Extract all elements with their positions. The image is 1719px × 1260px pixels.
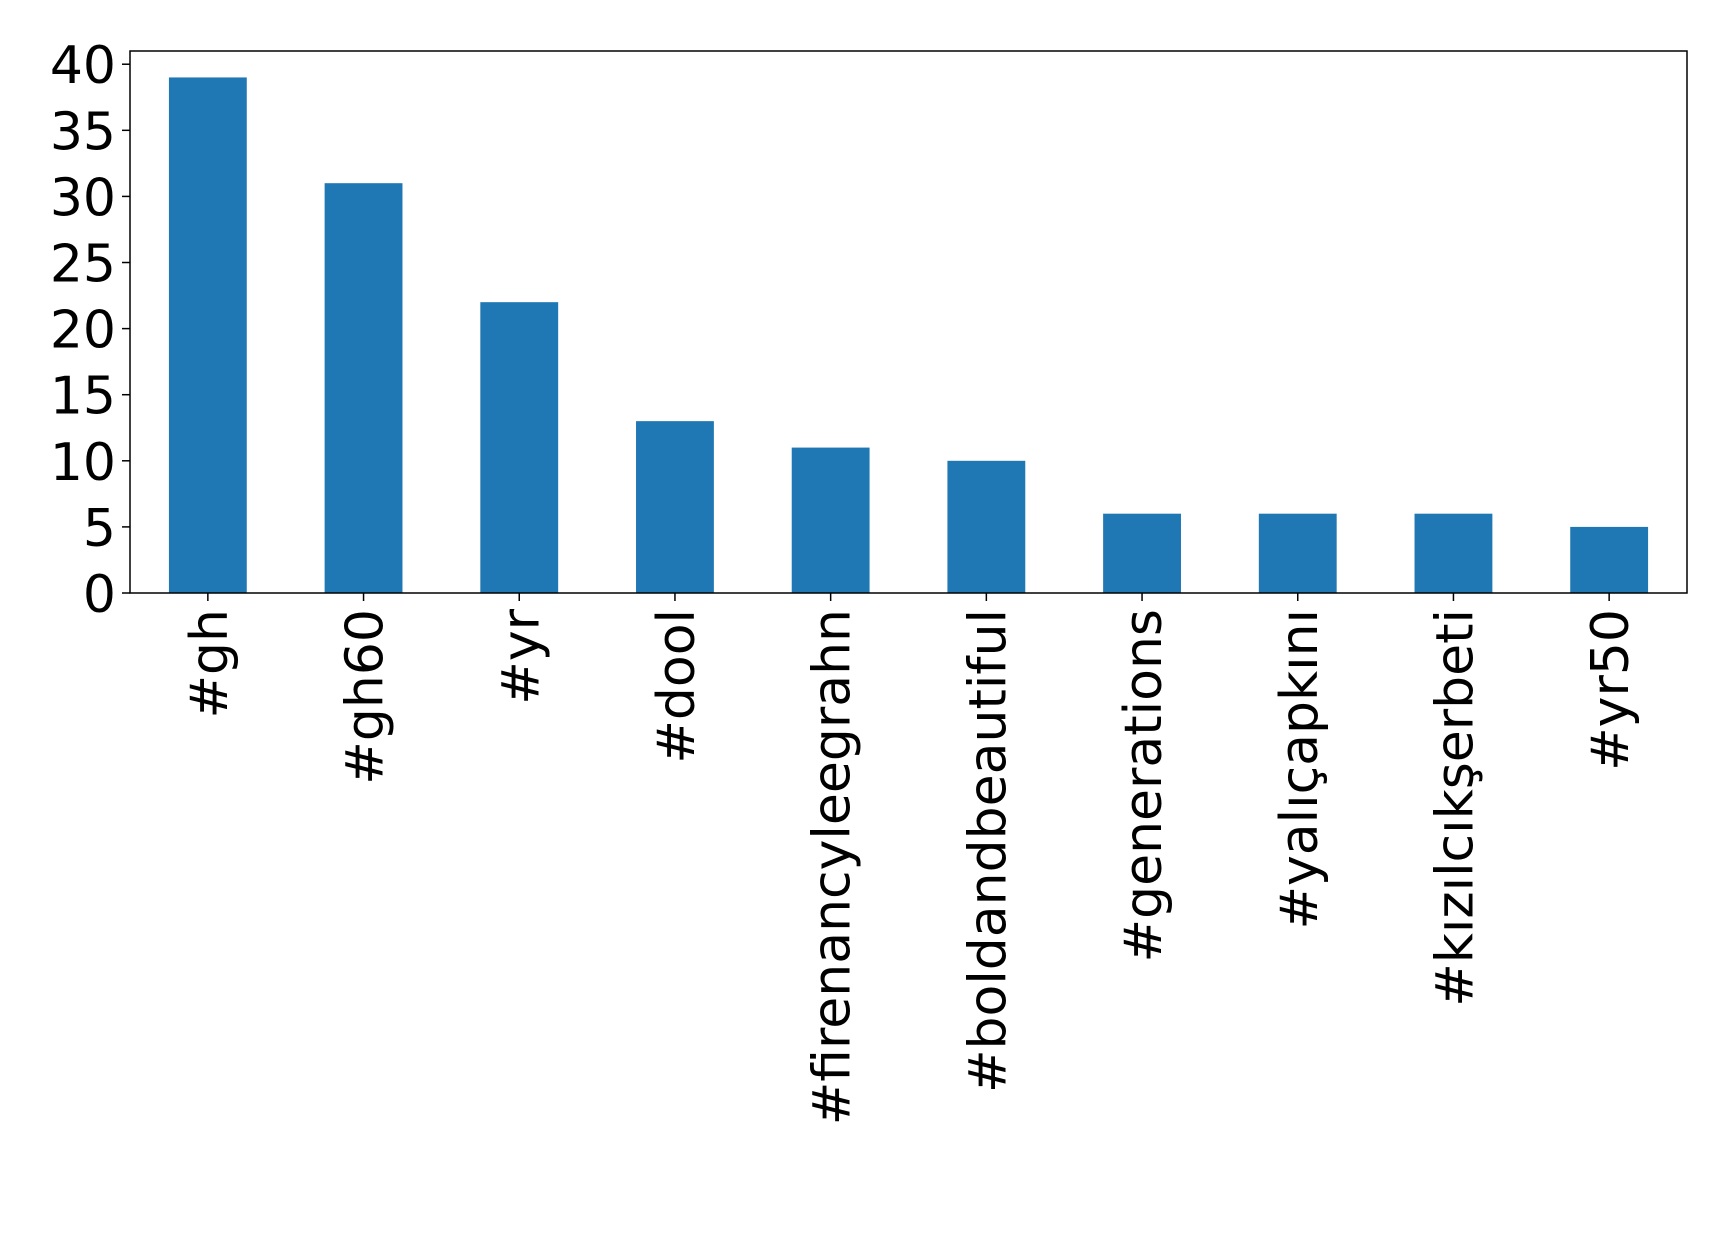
x-tick-label: #gh60 bbox=[336, 609, 396, 785]
bar bbox=[636, 421, 714, 593]
y-tick-label: 5 bbox=[83, 499, 116, 559]
y-tick-label: 35 bbox=[50, 102, 116, 162]
y-tick-label: 30 bbox=[50, 168, 116, 228]
bar bbox=[1258, 513, 1337, 593]
x-tick-label: #yr bbox=[491, 608, 551, 704]
bar bbox=[480, 302, 559, 593]
y-tick-label: 40 bbox=[50, 36, 116, 96]
plot-frame bbox=[129, 50, 1688, 594]
y-tick-label: 0 bbox=[83, 565, 116, 625]
x-tick-label: #kızılcıkşerbeti bbox=[1425, 609, 1485, 1007]
y-tick-label: 20 bbox=[50, 301, 116, 361]
x-tick-label: #dool bbox=[647, 609, 707, 764]
x-tick-label: #firenancyleegrahn bbox=[803, 609, 863, 1125]
bar bbox=[947, 460, 1026, 593]
y-tick-label: 10 bbox=[50, 433, 116, 493]
x-tick-label: #boldandbeautiful bbox=[958, 609, 1018, 1093]
bar bbox=[1103, 513, 1181, 593]
x-tick-label: #yalıçapkını bbox=[1270, 609, 1330, 930]
y-tick-label: 15 bbox=[50, 367, 116, 427]
bar bbox=[324, 183, 403, 593]
bar bbox=[791, 447, 870, 593]
y-tick-label: 25 bbox=[50, 235, 116, 295]
x-tick-label: #yr50 bbox=[1581, 609, 1641, 771]
x-tick-label: #generations bbox=[1114, 609, 1174, 962]
bar bbox=[1570, 526, 1649, 593]
bar bbox=[1414, 513, 1493, 593]
x-tick-label: #gh bbox=[180, 609, 240, 719]
bar bbox=[168, 77, 247, 593]
